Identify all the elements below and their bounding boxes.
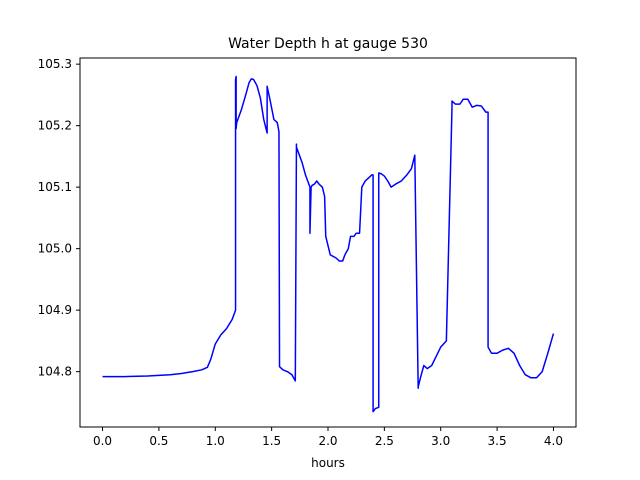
x-tick-label: 1.5 [262, 434, 281, 448]
series-line [102, 75, 555, 413]
x-axis-label: hours [311, 456, 345, 470]
y-tick-label: 104.8 [38, 365, 72, 379]
x-tick-label: 0.0 [93, 434, 112, 448]
x-axis: 0.0 0.5 1.0 1.5 2.0 2.5 3.0 3.5 4.0 [93, 427, 563, 448]
x-tick-label: 3.0 [431, 434, 450, 448]
x-tick-label: 1.0 [206, 434, 225, 448]
y-tick-label: 104.9 [38, 303, 72, 317]
x-tick-label: 2.5 [375, 434, 394, 448]
y-tick-label: 105.2 [38, 119, 72, 133]
x-tick-label: 2.0 [318, 434, 337, 448]
y-tick-label: 105.0 [38, 242, 72, 256]
y-axis: 104.8 104.9 105.0 105.1 105.2 105.3 [38, 57, 80, 379]
x-tick-label: 4.0 [544, 434, 563, 448]
x-tick-label: 0.5 [149, 434, 168, 448]
x-tick-label: 3.5 [488, 434, 507, 448]
y-tick-label: 105.3 [38, 57, 72, 71]
y-tick-label: 105.1 [38, 180, 72, 194]
series-layer [102, 75, 555, 413]
chart-title: Water Depth h at gauge 530 [228, 36, 428, 52]
